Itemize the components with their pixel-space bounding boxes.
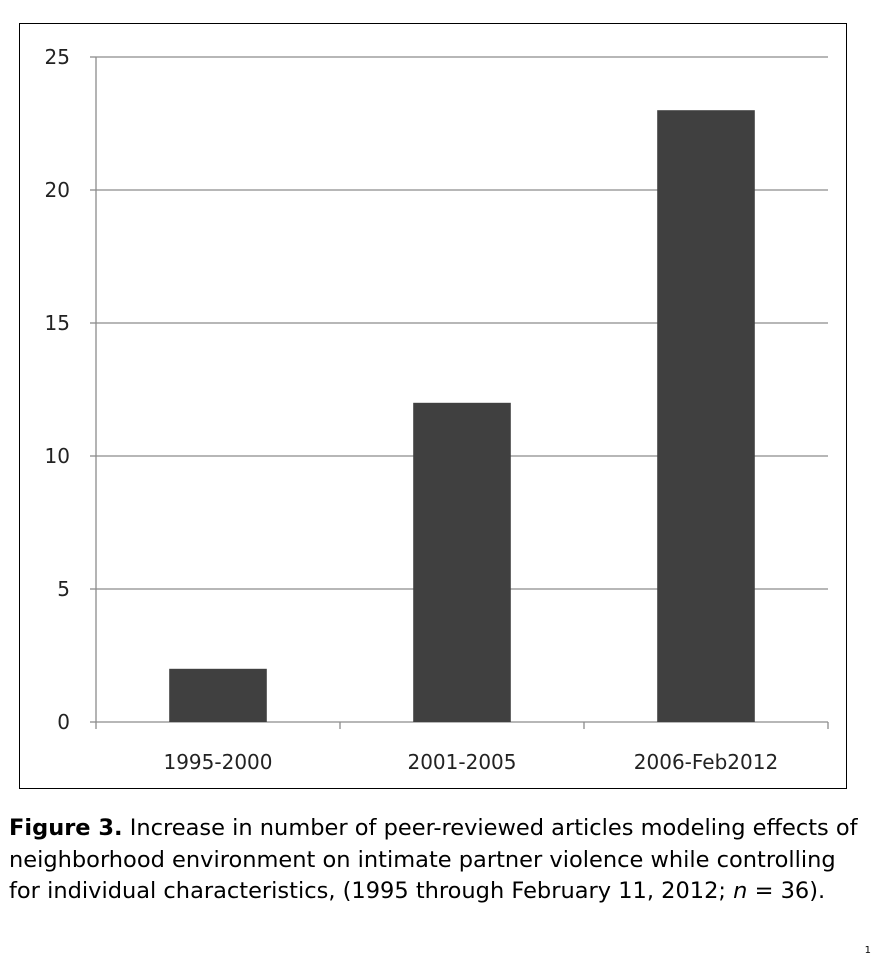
bar-2006-Feb2012 <box>657 110 755 722</box>
figure-caption: Figure 3. Increase in number of peer-rev… <box>9 813 869 908</box>
caption-n-symbol: n <box>733 878 748 904</box>
x-tick-label: 1995-2000 <box>163 750 272 774</box>
caption-text-end: = 36). <box>747 878 826 904</box>
figure-label: Figure 3. <box>9 815 123 841</box>
y-tick-label: 0 <box>57 710 70 734</box>
bar-chart: 0 5 10 15 20 25 1995-2000 2001-2005 2006-Feb2012 <box>45 45 829 774</box>
y-tick-label: 5 <box>57 577 70 601</box>
bar-2001-2005 <box>413 402 511 722</box>
y-tick-label: 15 <box>45 311 70 335</box>
bar-1995-2000 <box>169 668 267 722</box>
y-tick-label: 20 <box>45 178 70 202</box>
y-tick-label: 25 <box>45 45 70 69</box>
y-tick-label: 10 <box>45 444 70 468</box>
x-tick-label: 2006-Feb2012 <box>634 750 778 774</box>
chart-frame: 0 5 10 15 20 25 1995-2000 2001-2005 2006-Feb2012 <box>19 23 847 789</box>
corner-mark: 1 <box>864 945 871 956</box>
x-tick-label: 2001-2005 <box>407 750 516 774</box>
caption-text: Increase in number of peer-reviewed arti… <box>9 815 858 904</box>
